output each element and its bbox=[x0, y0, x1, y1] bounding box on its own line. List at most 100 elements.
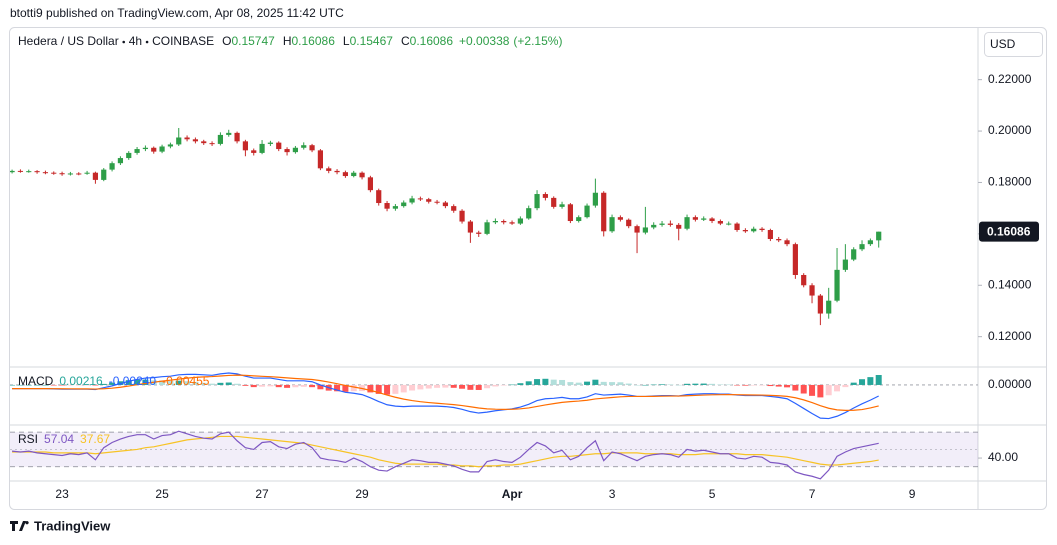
candle-body bbox=[226, 132, 232, 135]
histogram-bar bbox=[167, 380, 174, 385]
last-price-label: 0.16086 bbox=[987, 224, 1031, 238]
candle-body bbox=[317, 150, 323, 169]
histogram-bar bbox=[509, 384, 516, 386]
candle-body bbox=[676, 224, 682, 229]
histogram-bar bbox=[642, 384, 649, 386]
histogram-bar bbox=[92, 384, 99, 386]
candle-body bbox=[792, 244, 798, 275]
histogram-bar bbox=[50, 384, 57, 386]
histogram-bar bbox=[825, 384, 832, 396]
candle-body bbox=[467, 221, 473, 233]
histogram-bar bbox=[450, 384, 457, 388]
histogram-bar bbox=[67, 384, 74, 386]
candle-body bbox=[684, 217, 690, 229]
x-tick-label: 29 bbox=[355, 487, 369, 501]
candle-body bbox=[659, 223, 665, 225]
histogram-bar bbox=[109, 382, 116, 385]
histogram-bar bbox=[17, 384, 24, 386]
candle-body bbox=[134, 149, 140, 153]
histogram-bar bbox=[242, 384, 249, 386]
candle-body bbox=[701, 218, 707, 220]
candle-body bbox=[301, 145, 307, 148]
x-tick-label: 27 bbox=[255, 487, 269, 501]
legend-text: MACD bbox=[18, 374, 54, 388]
candle-body bbox=[384, 203, 390, 209]
histogram-bar bbox=[367, 384, 374, 393]
histogram-bar bbox=[800, 384, 807, 394]
candle-body bbox=[342, 172, 348, 177]
candle-body bbox=[767, 230, 773, 240]
candle-body bbox=[726, 223, 732, 225]
histogram-bar bbox=[542, 378, 549, 385]
histogram-bar bbox=[125, 380, 132, 385]
histogram-bar bbox=[459, 384, 466, 389]
candle-body bbox=[376, 190, 382, 204]
candle-body bbox=[592, 192, 598, 206]
histogram-bar bbox=[275, 384, 282, 388]
histogram-bar bbox=[575, 382, 582, 385]
candle-body bbox=[201, 141, 207, 144]
histogram-bar bbox=[492, 384, 499, 387]
candle-body bbox=[426, 199, 432, 202]
legend-text: 0.00216 bbox=[59, 374, 103, 388]
candle-body bbox=[784, 240, 790, 245]
legend-text: H bbox=[283, 34, 292, 48]
currency-box[interactable] bbox=[984, 32, 1043, 57]
histogram-bar bbox=[392, 384, 399, 394]
histogram-bar bbox=[34, 384, 41, 386]
histogram-bar bbox=[709, 383, 716, 385]
currency-label[interactable]: USD bbox=[990, 37, 1016, 51]
histogram-bar bbox=[292, 384, 299, 388]
candle-body bbox=[867, 240, 873, 245]
histogram-bar bbox=[317, 384, 324, 390]
candle-body bbox=[642, 227, 648, 233]
histogram-bar bbox=[425, 384, 432, 389]
histogram-bar bbox=[100, 383, 107, 385]
candle-body bbox=[184, 137, 190, 140]
chart-frame bbox=[9, 27, 1047, 510]
histogram-bar bbox=[775, 384, 782, 387]
candle-body bbox=[159, 146, 165, 152]
histogram-bar bbox=[567, 382, 574, 385]
rsi-line bbox=[12, 430, 879, 480]
publish-caption: btotti9 published on TradingView.com, Ap… bbox=[10, 6, 344, 20]
histogram-bar bbox=[10, 384, 16, 386]
legend-text: L bbox=[343, 34, 350, 48]
legend-text: 4h bbox=[129, 34, 142, 48]
histogram-bar bbox=[667, 384, 674, 385]
histogram-bar bbox=[617, 382, 624, 385]
legend-text: COINBASE bbox=[152, 34, 214, 48]
candle-body bbox=[509, 222, 515, 224]
candle-body bbox=[451, 206, 457, 211]
histogram-bar bbox=[650, 384, 657, 386]
histogram-bar bbox=[417, 384, 424, 390]
candle-body bbox=[42, 172, 49, 174]
candle-body bbox=[84, 172, 90, 174]
separator-dot bbox=[145, 40, 149, 44]
candle-body bbox=[876, 231, 882, 241]
last-price-box bbox=[979, 221, 1039, 242]
candle-body bbox=[176, 137, 182, 145]
legend-text: Hedera / US Dollar bbox=[18, 34, 119, 48]
histogram-bar bbox=[434, 384, 441, 388]
candle-body bbox=[234, 132, 240, 142]
histogram-bar bbox=[75, 384, 82, 386]
candle-body bbox=[617, 217, 623, 220]
candle-body bbox=[851, 249, 857, 260]
candle-body bbox=[542, 194, 548, 198]
histogram-bar bbox=[675, 384, 682, 386]
x-tick-label: 25 bbox=[155, 487, 169, 501]
candle-body bbox=[717, 221, 723, 224]
histogram-bar bbox=[217, 382, 224, 385]
histogram-bar bbox=[559, 379, 566, 385]
histogram-bar bbox=[784, 384, 791, 388]
histogram-bar bbox=[742, 384, 749, 386]
separator-dot bbox=[122, 40, 126, 44]
legend-text: 0.15747 bbox=[231, 34, 275, 48]
histogram-bar bbox=[692, 383, 699, 385]
candle-body bbox=[742, 230, 748, 232]
histogram-bar bbox=[84, 384, 91, 386]
y-tick-label: 0.14000 bbox=[988, 277, 1032, 291]
histogram-bar bbox=[334, 384, 341, 392]
histogram-bar bbox=[700, 383, 707, 385]
